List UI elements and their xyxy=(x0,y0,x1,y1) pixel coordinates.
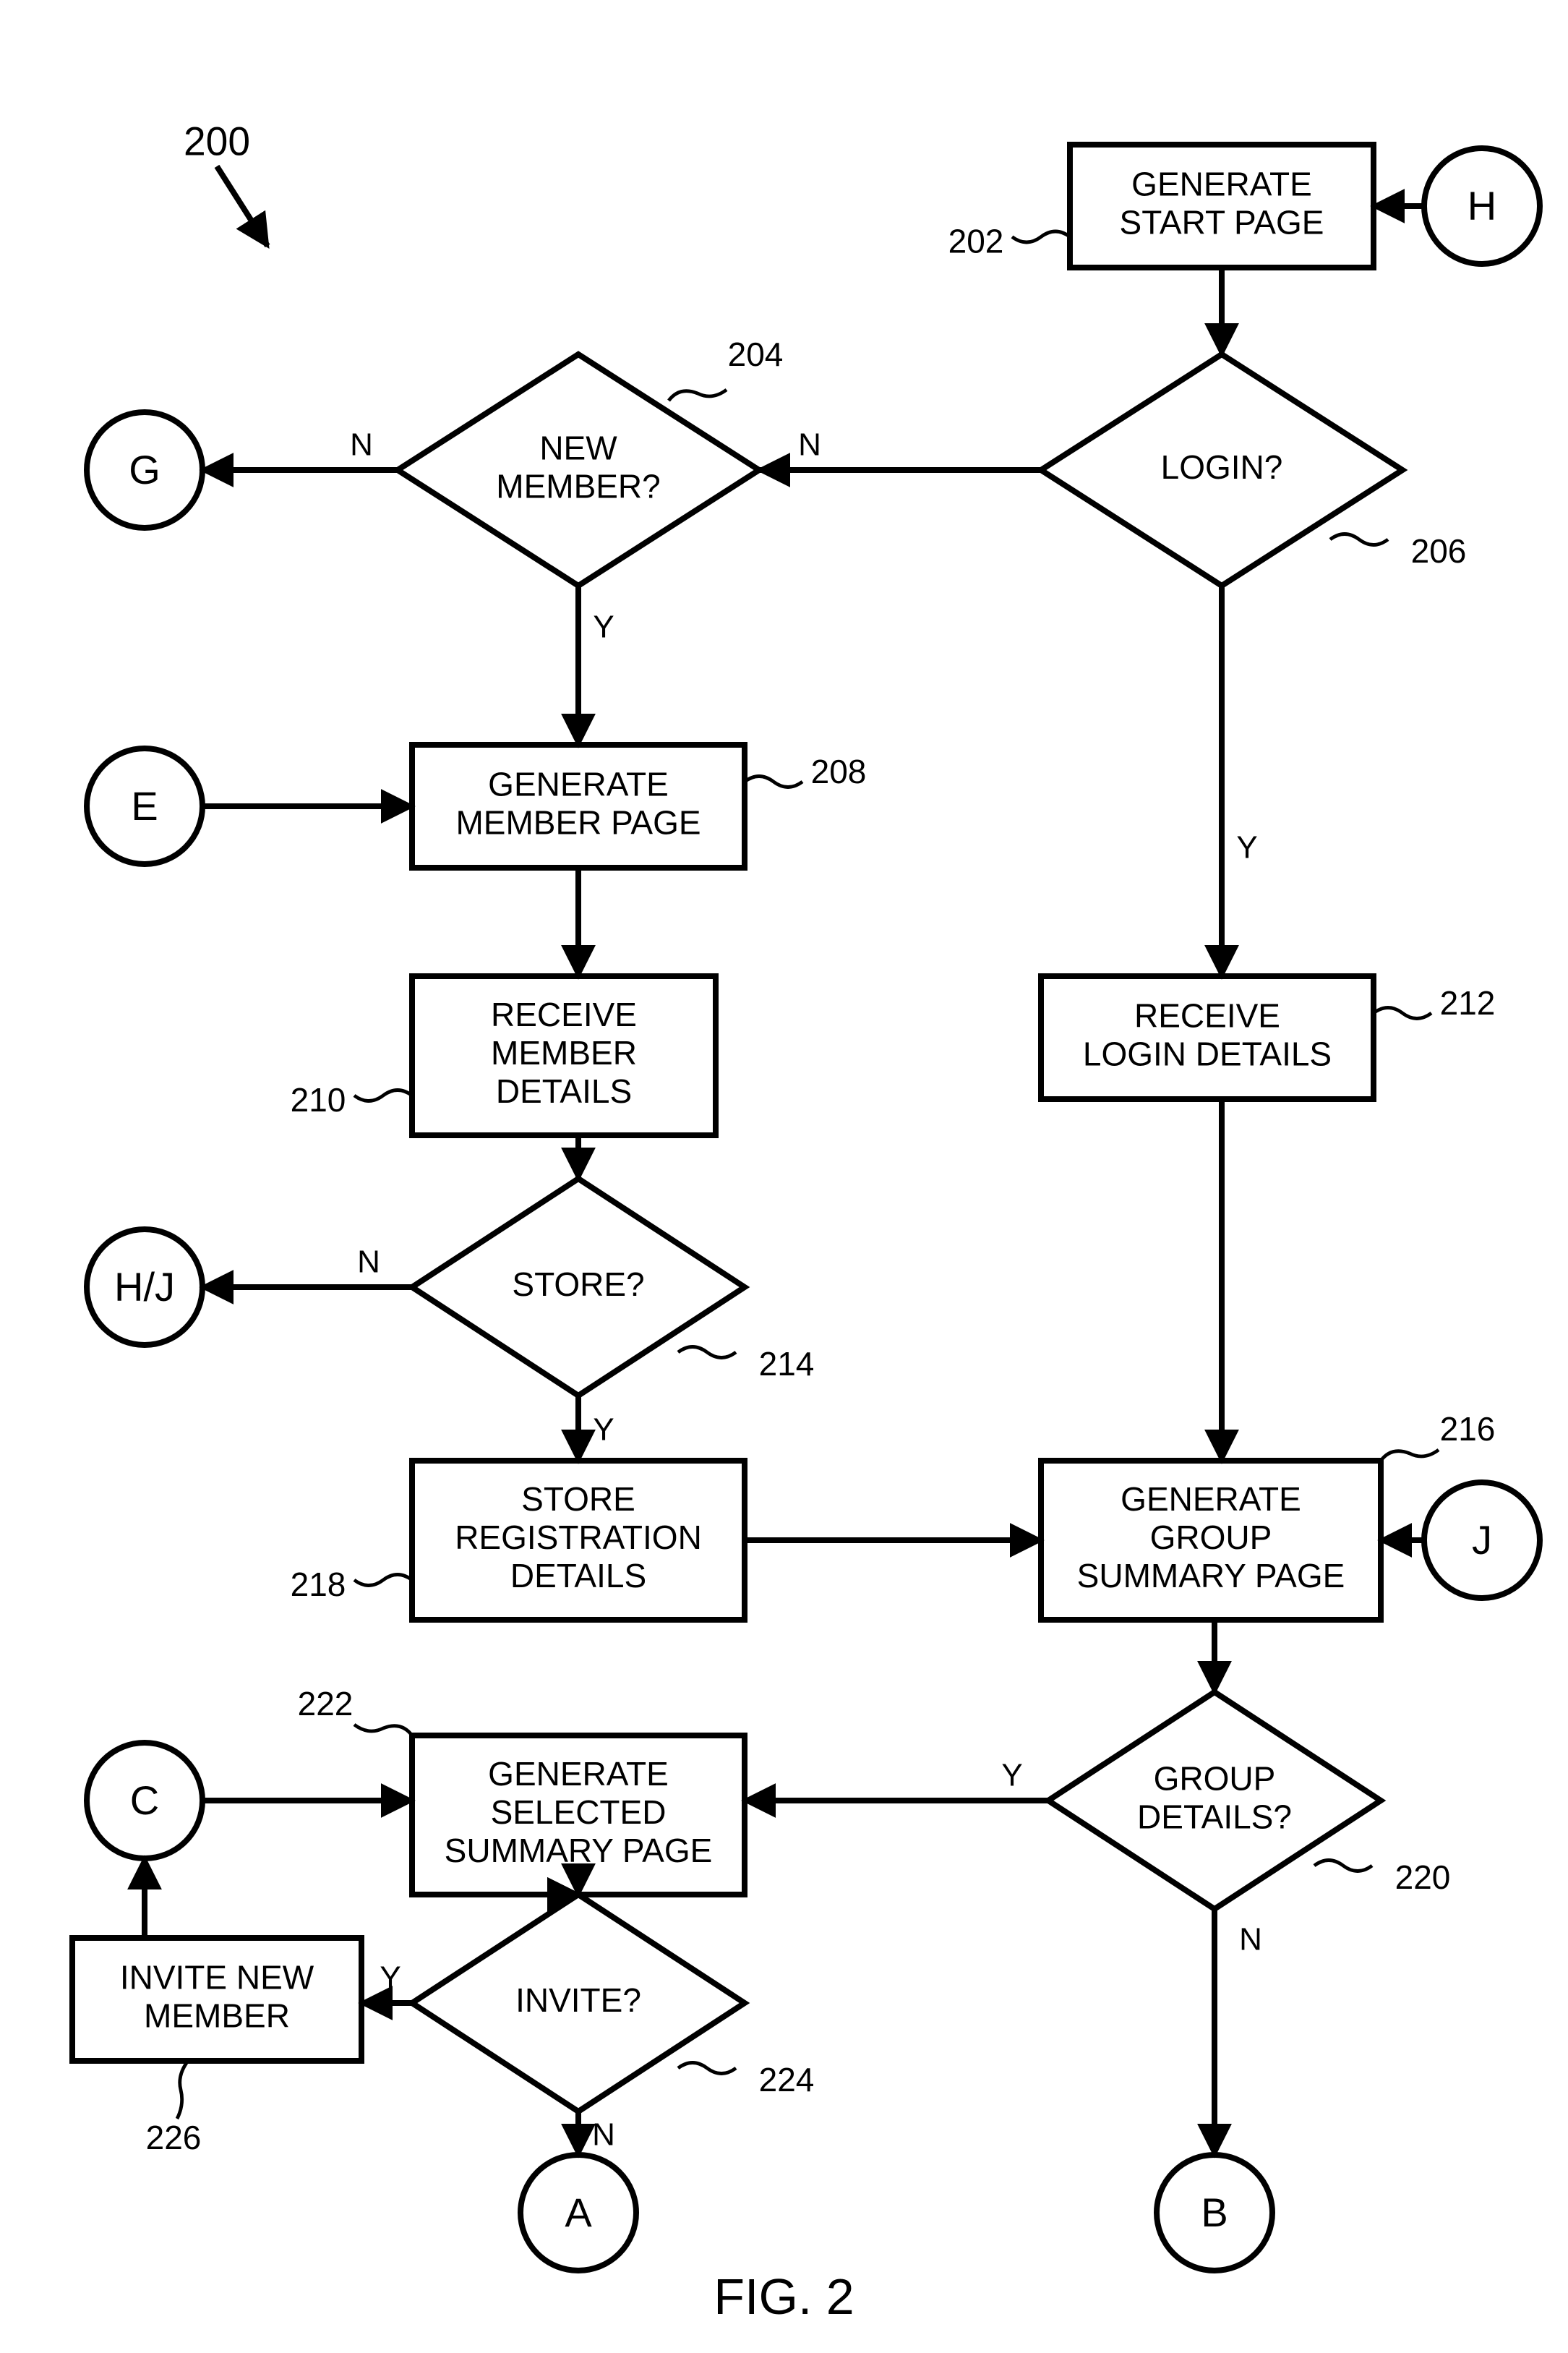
process-label-n216: GENERATEGROUPSUMMARY PAGE xyxy=(1077,1480,1345,1594)
ref-n226: 226 xyxy=(146,2119,202,2156)
ref-leader xyxy=(1381,1450,1439,1461)
ref-leader xyxy=(678,2063,736,2074)
ref-n206: 206 xyxy=(1411,532,1467,570)
ref-n222: 222 xyxy=(298,1685,354,1722)
edge-label-204-to-G: N xyxy=(350,427,373,463)
ref-leader xyxy=(354,1575,412,1586)
process-label-n212: RECEIVELOGIN DETAILS xyxy=(1083,997,1332,1073)
ref-leader xyxy=(1330,534,1388,545)
ref-n210: 210 xyxy=(291,1081,346,1119)
connector-label-HJ: H/J xyxy=(114,1264,175,1310)
figure-number: 200 xyxy=(184,119,250,164)
ref-leader xyxy=(1012,231,1070,242)
ref-n214: 214 xyxy=(759,1345,815,1383)
ref-n216: 216 xyxy=(1440,1410,1496,1448)
edge-label-214-to-HJ: N xyxy=(357,1244,380,1280)
edge-label-220-to-B: N xyxy=(1239,1922,1262,1957)
edge-label-206-to-204: N xyxy=(798,427,821,463)
process-label-n208: GENERATEMEMBER PAGE xyxy=(455,766,701,842)
process-label-n202: GENERATESTART PAGE xyxy=(1120,166,1324,242)
ref-n224: 224 xyxy=(759,2061,815,2098)
ref-n202: 202 xyxy=(948,223,1004,260)
decision-label-n220: GROUPDETAILS? xyxy=(1137,1760,1292,1836)
ref-leader xyxy=(669,390,727,401)
edge-label-214-to-218: Y xyxy=(593,1412,614,1448)
process-label-n210: RECEIVEMEMBERDETAILS xyxy=(491,996,637,1110)
ref-leader xyxy=(678,1347,736,1358)
process-label-n218: STOREREGISTRATIONDETAILS xyxy=(455,1480,702,1594)
figure-title: FIG. 2 xyxy=(714,2268,854,2325)
ref-leader xyxy=(745,777,802,787)
connector-label-A: A xyxy=(565,2190,592,2235)
connector-label-H: H xyxy=(1468,183,1496,229)
ref-n204: 204 xyxy=(728,336,784,373)
ref-leader xyxy=(1314,1861,1372,1871)
connector-label-B: B xyxy=(1201,2190,1228,2235)
edge-label-224-to-A: N xyxy=(592,2117,615,2153)
ref-leader xyxy=(354,1090,412,1101)
edge-label-204-to-208: Y xyxy=(593,610,614,645)
connector-label-J: J xyxy=(1472,1517,1492,1563)
connector-label-G: G xyxy=(129,447,160,492)
process-label-n226: INVITE NEWMEMBER xyxy=(120,1959,314,2035)
decision-label-n224: INVITE? xyxy=(515,1981,641,2019)
ref-n220: 220 xyxy=(1395,1858,1451,1896)
figure-number-arrow xyxy=(217,166,267,246)
ref-n212: 212 xyxy=(1440,984,1496,1022)
decision-label-n204: NEWMEMBER? xyxy=(496,430,660,505)
ref-n218: 218 xyxy=(291,1566,346,1603)
ref-leader xyxy=(1374,1008,1431,1019)
decision-label-n206: LOGIN? xyxy=(1161,448,1283,486)
ref-n208: 208 xyxy=(811,753,867,790)
decision-label-n214: STORE? xyxy=(512,1265,644,1303)
ref-leader xyxy=(354,1725,412,1735)
edge-label-220-to-222: Y xyxy=(1001,1758,1022,1793)
edge-label-206-to-212: Y xyxy=(1236,830,1257,866)
connector-label-C: C xyxy=(130,1777,159,1823)
process-label-n222: GENERATESELECTEDSUMMARY PAGE xyxy=(445,1755,713,1869)
ref-leader xyxy=(177,2061,188,2119)
connector-label-E: E xyxy=(131,783,158,829)
edge-label-224-to-226: Y xyxy=(380,1960,400,1996)
